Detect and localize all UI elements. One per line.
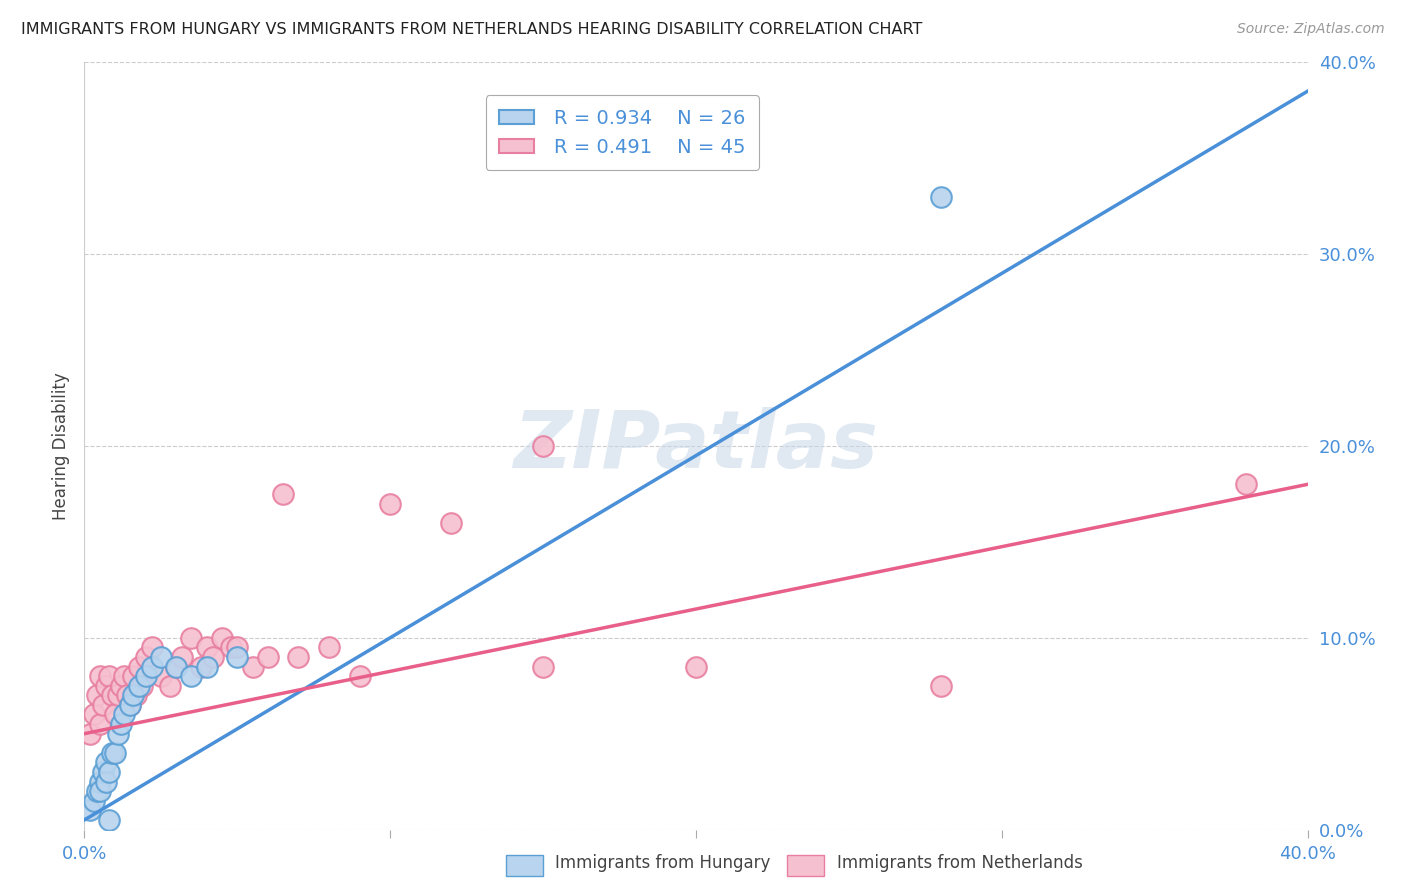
Point — [201, 649, 224, 664]
Point — [141, 659, 163, 673]
Text: Source: ZipAtlas.com: Source: ZipAtlas.com — [1237, 22, 1385, 37]
Point — [91, 765, 114, 780]
Y-axis label: Hearing Disability: Hearing Disability — [52, 372, 70, 520]
Point — [531, 439, 554, 453]
Point — [122, 689, 145, 703]
Point — [107, 689, 129, 703]
Point — [440, 516, 463, 530]
Point — [89, 717, 111, 731]
Point — [135, 669, 157, 683]
Point — [172, 649, 194, 664]
Point — [380, 496, 402, 510]
Point — [79, 726, 101, 740]
Point — [115, 689, 138, 703]
Point — [141, 640, 163, 655]
Point — [112, 707, 135, 722]
Point — [83, 707, 105, 722]
Point — [1236, 477, 1258, 491]
Point — [195, 659, 218, 673]
Point — [226, 640, 249, 655]
Point — [165, 659, 187, 673]
Point — [107, 726, 129, 740]
Point — [211, 631, 233, 645]
Point — [149, 669, 172, 683]
Point — [110, 717, 132, 731]
Point — [120, 698, 142, 712]
Point — [89, 774, 111, 789]
Point — [101, 689, 124, 703]
Point — [180, 669, 202, 683]
Point — [94, 756, 117, 770]
Point — [89, 669, 111, 683]
Point — [110, 679, 132, 693]
Point — [287, 649, 309, 664]
Text: ZIPatlas: ZIPatlas — [513, 407, 879, 485]
Point — [125, 689, 148, 703]
Legend: R = 0.934    N = 26, R = 0.491    N = 45: R = 0.934 N = 26, R = 0.491 N = 45 — [485, 95, 759, 170]
Point — [128, 679, 150, 693]
Text: Immigrants from Netherlands: Immigrants from Netherlands — [837, 855, 1083, 872]
Point — [685, 659, 707, 673]
Point — [97, 669, 120, 683]
Text: Immigrants from Hungary: Immigrants from Hungary — [555, 855, 770, 872]
Point — [120, 698, 142, 712]
Point — [349, 669, 371, 683]
Point — [86, 784, 108, 798]
Point — [94, 679, 117, 693]
Point — [86, 689, 108, 703]
Point — [180, 631, 202, 645]
Point — [165, 659, 187, 673]
Point — [929, 189, 952, 203]
Point — [195, 640, 218, 655]
Point — [97, 765, 120, 780]
Point — [929, 679, 952, 693]
Point — [122, 669, 145, 683]
Point — [91, 698, 114, 712]
Point — [131, 679, 153, 693]
Point — [159, 679, 181, 693]
Text: IMMIGRANTS FROM HUNGARY VS IMMIGRANTS FROM NETHERLANDS HEARING DISABILITY CORREL: IMMIGRANTS FROM HUNGARY VS IMMIGRANTS FR… — [21, 22, 922, 37]
Point — [271, 487, 294, 501]
Point — [89, 784, 111, 798]
Point — [190, 659, 212, 673]
Point — [257, 649, 280, 664]
Point — [79, 804, 101, 818]
Point — [135, 649, 157, 664]
Point — [94, 774, 117, 789]
Point — [219, 640, 242, 655]
Point — [149, 649, 172, 664]
Point — [318, 640, 340, 655]
Point — [104, 746, 127, 760]
Point — [242, 659, 264, 673]
Point — [128, 659, 150, 673]
Point — [531, 659, 554, 673]
Point — [83, 794, 105, 808]
Point — [104, 707, 127, 722]
Point — [226, 649, 249, 664]
Point — [112, 669, 135, 683]
Point — [101, 746, 124, 760]
Point — [97, 813, 120, 827]
